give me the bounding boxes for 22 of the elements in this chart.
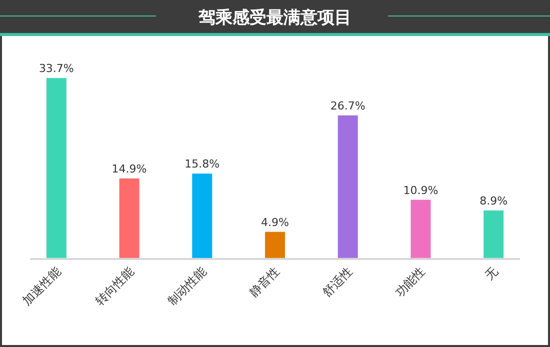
bar (484, 210, 504, 258)
x-tick-label: 舒适性 (320, 264, 355, 300)
bar (410, 200, 431, 258)
x-tick-label: 静音性 (246, 264, 282, 300)
x-tick-label: 功能性 (392, 264, 428, 300)
x-tick-label: 加速性能 (20, 264, 64, 308)
data-label: 15.8% (184, 158, 220, 171)
data-label: 33.7% (38, 62, 74, 75)
bar (192, 174, 212, 258)
data-label: 8.9% (480, 194, 508, 208)
data-label: 4.9% (261, 216, 289, 229)
data-label: 14.9% (112, 162, 147, 176)
data-label: 26.7% (330, 99, 366, 112)
x-tick-label: 制动性能 (165, 264, 210, 308)
x-tick-label: 无 (482, 264, 501, 283)
bar (265, 232, 285, 258)
x-tick-label: 转向性能 (92, 264, 136, 308)
bar (119, 178, 140, 258)
bar (338, 115, 358, 258)
chart-title: 驾乘感受最满意项目 (198, 8, 352, 28)
data-label: 10.9% (403, 184, 438, 197)
bar (46, 78, 66, 258)
